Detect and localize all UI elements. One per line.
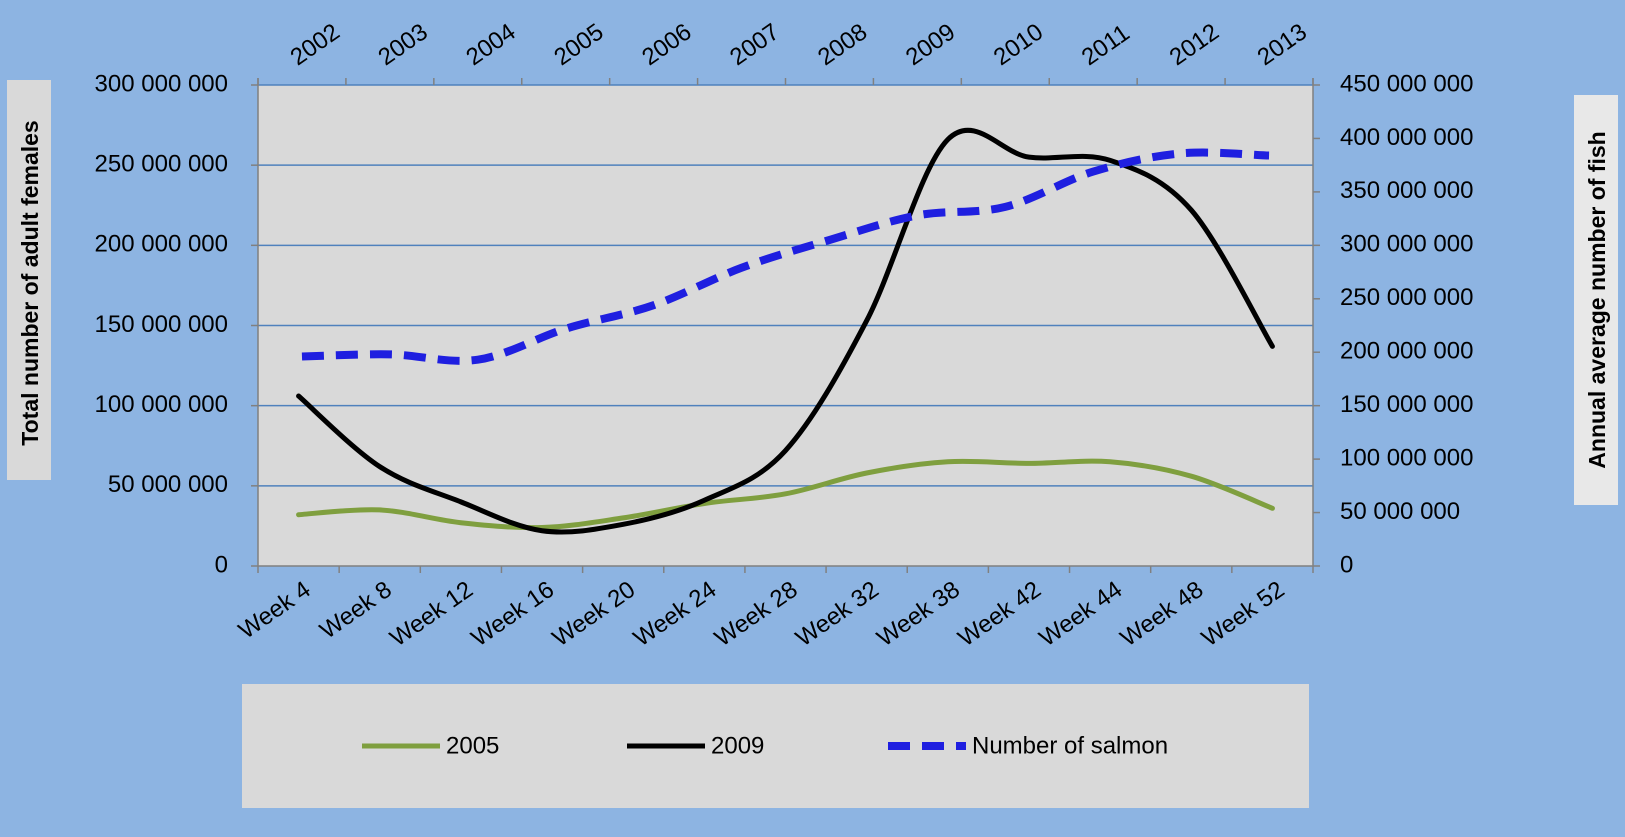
series-line [301,148,1270,365]
y-title-box [7,80,51,480]
y2-tick-label: 200 000 000 [1340,338,1473,365]
legend-label: 2009 [711,732,764,759]
y2-tick-label: 250 000 000 [1340,284,1473,311]
y-tick-label: 0 [215,551,228,578]
y2-axis-title: Annual average number of fish [1584,131,1610,468]
y2-tick-label: 350 000 000 [1340,177,1473,204]
y2-title-box [1574,95,1618,505]
y2-tick-label: 0 [1340,551,1353,578]
y-tick-label: 300 000 000 [95,70,228,97]
y2-tick-label: 100 000 000 [1340,444,1473,471]
y-tick-label: 200 000 000 [95,231,228,258]
legend-label: 2005 [446,732,499,759]
y2-tick-label: 450 000 000 [1340,70,1473,97]
y-tick-label: 50 000 000 [108,471,228,498]
y-axis-title: Total number of adult females [17,120,43,445]
y-tick-label: 150 000 000 [95,311,228,338]
series-line [296,127,1275,535]
y2-tick-label: 150 000 000 [1340,391,1473,418]
y2-tick-label: 300 000 000 [1340,231,1473,258]
series-line [296,458,1275,531]
y2-tick-label: 400 000 000 [1340,124,1473,151]
y2-tick-label: 50 000 000 [1340,498,1460,525]
y-tick-label: 250 000 000 [95,151,228,178]
legend-label: Number of salmon [972,732,1168,759]
y-tick-label: 100 000 000 [95,391,228,418]
